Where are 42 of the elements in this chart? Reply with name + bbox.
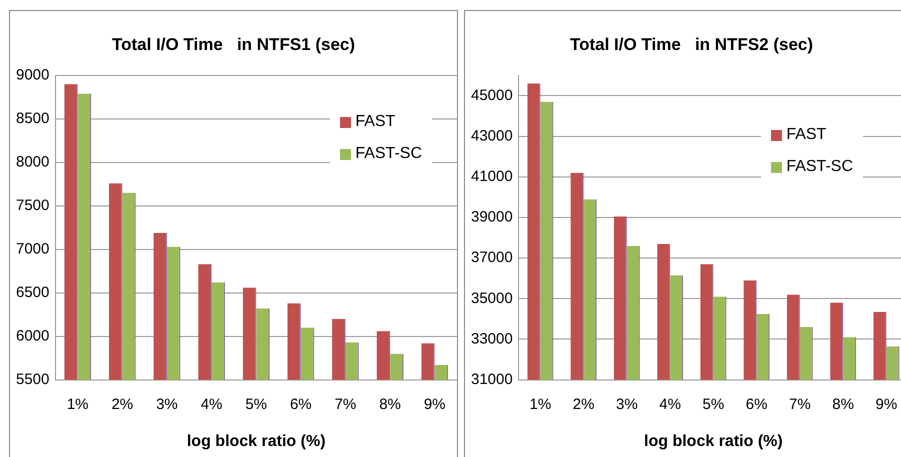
- x-tick-label: 7%: [789, 396, 811, 413]
- x-tick-label: 5%: [702, 396, 724, 413]
- y-tick-label: 6000: [16, 327, 50, 344]
- y-tick-label: 6500: [16, 284, 50, 301]
- y-tick-label: 7500: [16, 197, 50, 214]
- x-tick-label: 1%: [529, 396, 552, 413]
- x-tick-label: 7%: [334, 396, 356, 413]
- y-tick-label: 8000: [16, 154, 50, 171]
- x-tick-label: 6%: [746, 396, 768, 413]
- x-tick-label: 9%: [424, 396, 446, 413]
- x-tick-label: 1%: [66, 396, 89, 413]
- x-tick-label: 2%: [111, 396, 134, 413]
- x-tick-label: 3%: [156, 396, 178, 413]
- y-tick-label: 43000: [470, 127, 513, 144]
- y-tick-label: 39000: [470, 208, 513, 226]
- y-tick-label: 7000: [16, 240, 50, 258]
- y-tick-label: 5500: [16, 370, 50, 388]
- x-axis-title: log block ratio (%): [186, 432, 326, 450]
- chart-title: Total I/O Time in NTFS1 (sec): [112, 34, 356, 54]
- y-tick-label: 41000: [470, 168, 513, 186]
- x-tick-label: 8%: [832, 396, 854, 413]
- x-axis-title: log block ratio (%): [644, 432, 783, 450]
- x-tick-label: 9%: [876, 396, 898, 413]
- x-tick-label: 4%: [200, 396, 222, 413]
- y-tick-label: 31000: [470, 370, 513, 388]
- y-tick-label: 37000: [470, 249, 513, 266]
- y-tick-label: 8500: [16, 110, 50, 128]
- x-tick-label: 6%: [290, 396, 312, 413]
- legend-label: FAST-SC: [786, 158, 853, 176]
- chart-title: Total I/O Time in NTFS2 (sec): [570, 34, 814, 54]
- x-tick-label: 3%: [616, 396, 638, 413]
- legend-label: FAST: [786, 126, 826, 144]
- x-tick-label: 2%: [572, 396, 594, 413]
- y-tick-label: 9000: [16, 66, 50, 84]
- y-tick-label: 45000: [470, 86, 513, 104]
- legend-label: FAST: [355, 113, 396, 131]
- x-tick-label: 4%: [659, 396, 681, 413]
- y-tick-label: 33000: [470, 330, 513, 348]
- x-tick-label: 8%: [379, 396, 401, 413]
- legend-label: FAST-SC: [355, 145, 422, 163]
- y-tick-label: 35000: [470, 290, 513, 307]
- x-tick-label: 5%: [245, 396, 268, 413]
